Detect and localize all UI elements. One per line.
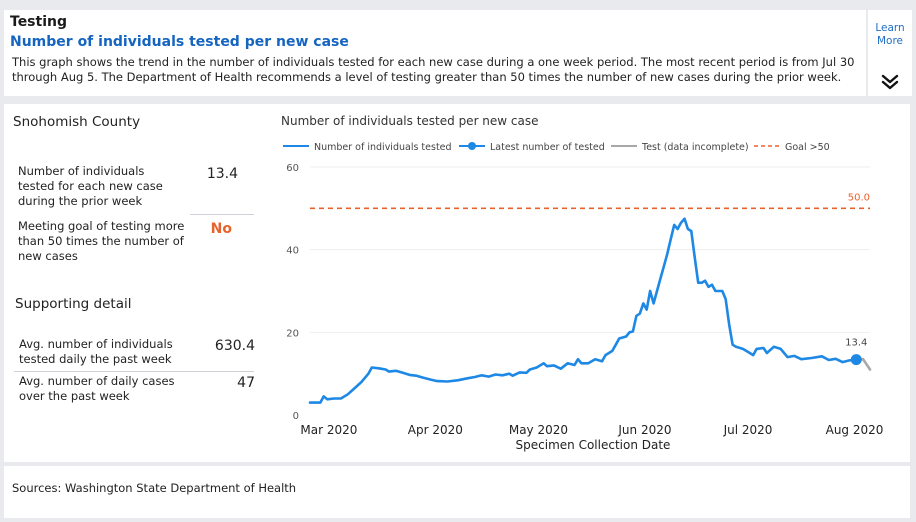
chart-x-axis: Mar 2020 Apr 2020 May 2020 Jun 2020 Jul 2020… bbox=[300, 423, 883, 437]
supporting-detail-title: Supporting detail bbox=[15, 296, 132, 312]
detail-avg-cases-value: 47 bbox=[237, 375, 255, 391]
legend-swatch-dot bbox=[468, 142, 476, 150]
main-card: Snohomish County Number of individuals t… bbox=[4, 104, 910, 462]
chart-title: Number of individuals tested per new cas… bbox=[281, 114, 539, 128]
chart-plot-area: 50.0 13.4 bbox=[308, 192, 872, 404]
x-tick-label: Aug 2020 bbox=[826, 423, 884, 437]
header-card: Testing Number of individuals tested per… bbox=[4, 10, 866, 96]
kpi-tests-per-case-value: 13.4 bbox=[206, 166, 238, 182]
kpi-tests-per-case-label: Number of individuals tested for each ne… bbox=[18, 164, 163, 208]
legend-item: Latest number of tested bbox=[459, 142, 605, 153]
legend-label: Number of individuals tested bbox=[314, 142, 452, 153]
y-tick-label: 40 bbox=[286, 246, 299, 257]
x-tick-label: Mar 2020 bbox=[300, 423, 357, 437]
learn-more-card: Learn More bbox=[868, 10, 912, 96]
chart-gridlines bbox=[310, 166, 870, 333]
chart-legend: Number of individuals tested Latest numbe… bbox=[283, 142, 830, 153]
x-tick-label: Jul 2020 bbox=[723, 423, 773, 437]
legend-label: Latest number of tested bbox=[490, 142, 605, 153]
x-axis-label: Specimen Collection Date bbox=[516, 438, 671, 452]
legend-item: Test (data incomplete) bbox=[611, 142, 749, 153]
chart-y-axis: 0 20 40 60 bbox=[286, 163, 299, 422]
sources-text: Sources: Washington State Department of … bbox=[12, 481, 297, 495]
latest-point-marker bbox=[850, 354, 862, 366]
legend-label: Test (data incomplete) bbox=[641, 142, 749, 153]
chart-subtitle: Number of individuals tested per new cas… bbox=[10, 34, 349, 50]
detail-divider bbox=[14, 371, 254, 372]
double-chevron-down-icon[interactable] bbox=[880, 74, 900, 90]
legend-item: Goal >50 bbox=[754, 142, 830, 153]
y-tick-label: 20 bbox=[286, 328, 299, 339]
y-tick-label: 0 bbox=[293, 411, 299, 422]
detail-avg-tested-value: 630.4 bbox=[214, 338, 255, 354]
x-tick-label: Jun 2020 bbox=[617, 423, 671, 437]
y-tick-label: 60 bbox=[286, 163, 299, 174]
legend-label: Goal >50 bbox=[785, 142, 830, 153]
chart: Number of individuals tested per new cas… bbox=[281, 114, 883, 452]
kpi-goal-label: Meeting goal of testing more than 50 tim… bbox=[18, 219, 185, 263]
legend-item: Number of individuals tested bbox=[283, 142, 452, 153]
latest-data-label: 13.4 bbox=[845, 338, 867, 349]
goal-label: 50.0 bbox=[848, 192, 870, 203]
detail-avg-cases-label: Avg. number of daily cases over the past… bbox=[19, 374, 175, 403]
county-title: Snohomish County bbox=[13, 114, 141, 130]
series-line-tested bbox=[308, 217, 858, 404]
section-title: Testing bbox=[10, 14, 67, 30]
sources-card: Sources: Washington State Department of … bbox=[4, 466, 910, 518]
x-tick-label: Apr 2020 bbox=[408, 423, 463, 437]
description-text: This graph shows the trend in the number… bbox=[12, 55, 855, 84]
learn-more-link[interactable]: Learn More bbox=[875, 22, 905, 47]
kpi-goal-value: No bbox=[210, 221, 232, 237]
x-tick-label: May 2020 bbox=[509, 423, 568, 437]
kpi-divider bbox=[190, 214, 254, 215]
detail-avg-tested-label: Avg. number of individuals tested daily … bbox=[19, 337, 173, 366]
